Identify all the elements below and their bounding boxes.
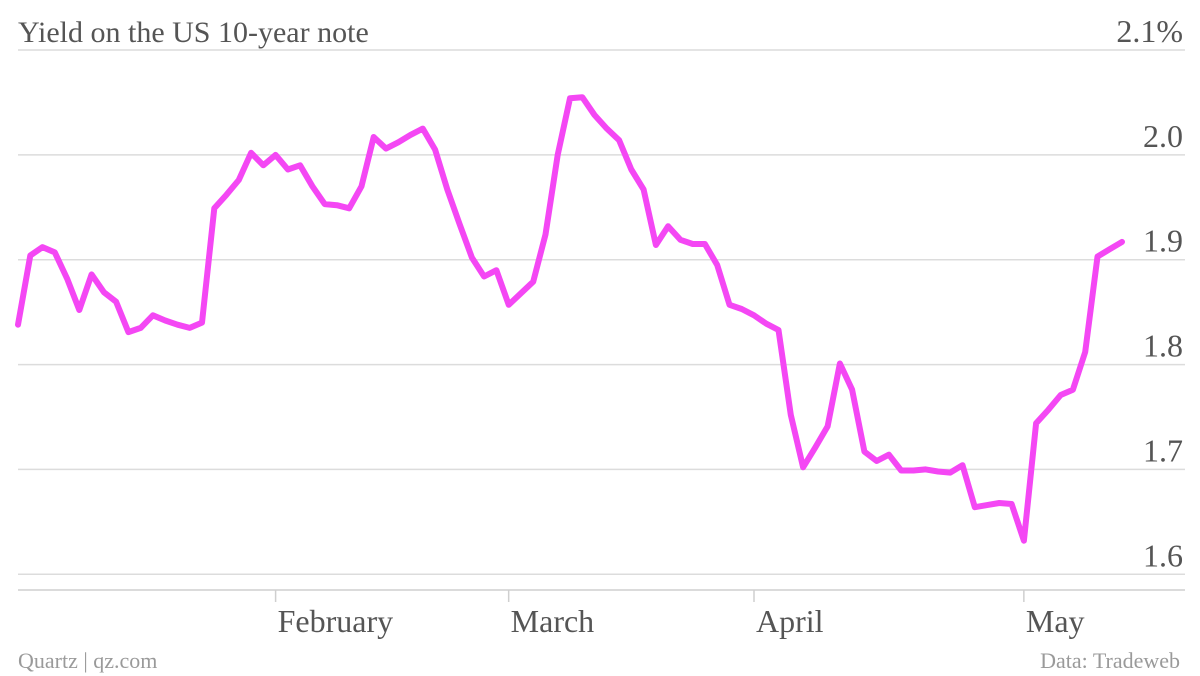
x-tick-label: May <box>1026 603 1085 639</box>
y-tick-label: 2.0 <box>1143 118 1183 154</box>
source: Data: Tradeweb <box>1040 648 1180 673</box>
data-line <box>15 94 1125 544</box>
y-tick-label: 1.9 <box>1143 223 1183 259</box>
y-tick-label: 1.8 <box>1143 328 1183 364</box>
chart-title: Yield on the US 10-year note <box>18 16 369 49</box>
credit: Quartz | qz.com <box>18 648 157 673</box>
y-tick-label: 1.7 <box>1143 432 1183 468</box>
x-tick-label: February <box>278 603 394 639</box>
x-tick-label: April <box>756 603 824 639</box>
y-tick-label: 2.1% <box>1116 13 1183 49</box>
x-tick-label: March <box>511 603 595 639</box>
y-tick-label: 1.6 <box>1143 537 1183 573</box>
